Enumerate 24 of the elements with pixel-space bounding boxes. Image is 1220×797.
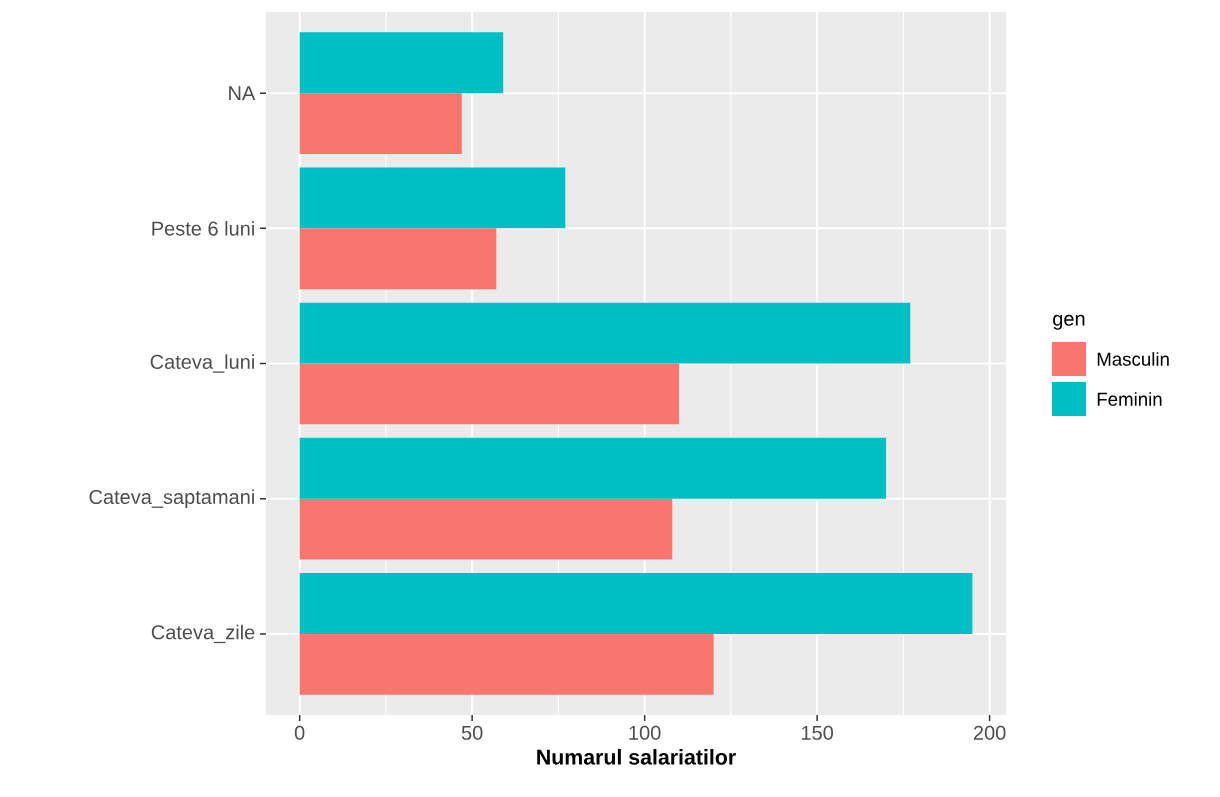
bar	[299, 32, 504, 94]
x-tick-label: 200	[973, 725, 1006, 740]
bar	[299, 573, 973, 634]
legend-label: Masculin	[1097, 352, 1169, 366]
legend-title: gen	[1053, 314, 1085, 330]
bar	[299, 302, 911, 364]
bar	[299, 498, 673, 560]
bar	[299, 167, 566, 229]
y-tick-label: Cateva_saptamani	[89, 489, 254, 509]
bar	[299, 437, 887, 499]
y-tick-label: NA	[229, 86, 256, 101]
bar	[299, 363, 680, 425]
x-tick-label: 150	[801, 725, 834, 740]
y-tick-label: Cateva_zile	[151, 624, 255, 644]
x-tick-label: 100	[629, 725, 661, 740]
bar	[299, 93, 462, 154]
x-tick-label: 50	[461, 725, 483, 740]
x-axis-title: Numarul salariatilor	[537, 749, 736, 765]
legend-label: Feminin	[1097, 392, 1162, 406]
bar	[299, 633, 714, 695]
bar	[299, 228, 497, 290]
y-tick-label: Peste 6 luni	[152, 220, 254, 236]
y-tick-label: Cateva_luni	[150, 354, 254, 373]
x-tick-label: 0	[294, 725, 305, 740]
